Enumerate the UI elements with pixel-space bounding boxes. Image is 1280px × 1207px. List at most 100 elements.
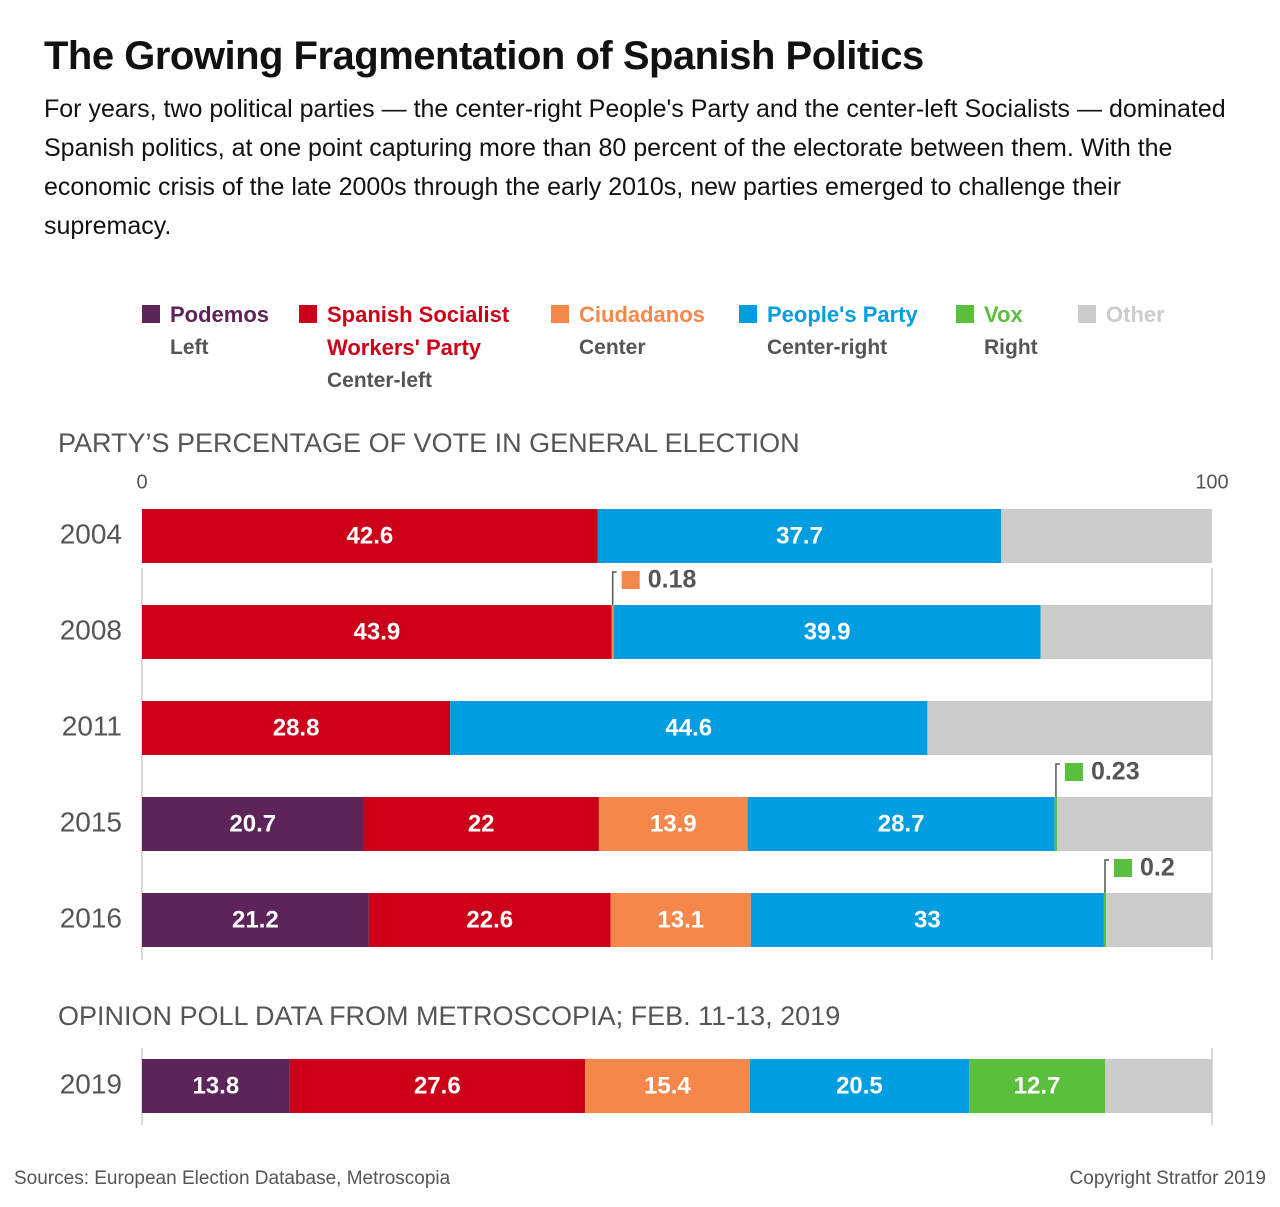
legend-swatch xyxy=(956,305,974,323)
bar-segment xyxy=(142,509,598,563)
data-label: 13.1 xyxy=(657,906,704,933)
legend-swatch xyxy=(142,305,160,323)
data-label: 20.5 xyxy=(836,1072,883,1099)
callout-line xyxy=(611,571,617,605)
bar-segment xyxy=(1054,797,1058,851)
legend-text: Podemos Left xyxy=(170,298,269,364)
legend-item: Podemos Left xyxy=(142,298,299,397)
bar-segment xyxy=(1105,1059,1212,1113)
legend-name: Ciudadanos xyxy=(579,302,705,327)
title: The Growing Fragmentation of Spanish Pol… xyxy=(44,34,924,78)
y-tick-label: 2019 xyxy=(60,1068,122,1099)
bar-segment xyxy=(613,605,1041,659)
data-label: 37.7 xyxy=(776,522,823,549)
source: Sources: European Election Database, Met… xyxy=(14,1168,451,1189)
legend-group: Center-left xyxy=(327,369,433,392)
data-label: 0.23 xyxy=(1091,758,1140,786)
data-label: 22 xyxy=(468,810,495,837)
callout-swatch xyxy=(1064,763,1083,781)
legend-name: People's Party xyxy=(767,302,918,327)
bar-segment xyxy=(611,605,614,659)
bar-segment xyxy=(750,893,1104,947)
legend-text: Ciudadanos Center xyxy=(579,298,705,364)
legend-swatch xyxy=(299,305,317,323)
bar-segment xyxy=(747,797,1055,851)
data-label: 0.18 xyxy=(648,566,697,594)
legend-text: Other xyxy=(1106,298,1165,331)
legend-group: Center xyxy=(579,336,646,359)
legend-group: Right xyxy=(984,336,1038,359)
legend-name: Spanish Socialist Workers' Party xyxy=(327,302,510,360)
callout-swatch xyxy=(621,571,640,589)
bar-segment xyxy=(598,797,748,851)
data-label: 43.9 xyxy=(354,618,401,645)
callout-swatch xyxy=(1114,859,1132,877)
bar-segment xyxy=(1103,893,1107,947)
bar-segment xyxy=(368,893,611,947)
x-tick-label: 0 xyxy=(136,471,147,493)
bar-segment xyxy=(142,605,612,659)
legend-name: Other xyxy=(1106,302,1165,327)
data-label: 0.2 xyxy=(1140,854,1175,882)
data-label: 44.6 xyxy=(665,714,712,741)
bar-segment xyxy=(597,509,1002,563)
bar-segment xyxy=(142,797,364,851)
y-tick-label: 2011 xyxy=(62,710,122,741)
bar-segment xyxy=(142,701,451,755)
data-label: 22.6 xyxy=(466,906,513,933)
bar-segment xyxy=(610,893,751,947)
bar-segment xyxy=(1057,797,1213,851)
bar-segment xyxy=(749,1059,970,1113)
legend-text: People's Party Center-right xyxy=(767,298,918,364)
y-tick-label: 2015 xyxy=(60,806,122,837)
legend-item: Vox Right xyxy=(956,298,1078,397)
legend-swatch xyxy=(739,305,757,323)
bar-segment xyxy=(289,1059,585,1113)
data-label: 42.6 xyxy=(347,522,394,549)
y-tick-label: 2008 xyxy=(60,614,122,645)
chart-subtitle: PARTY’S PERCENTAGE OF VOTE IN GENERAL EL… xyxy=(58,428,800,458)
bar-segment xyxy=(969,1059,1105,1113)
bar-segment xyxy=(142,893,369,947)
data-label: 28.7 xyxy=(878,810,925,837)
data-label: 13.9 xyxy=(650,810,697,837)
legend-text: Vox Right xyxy=(984,298,1038,364)
subtitle: For years, two political parties — the c… xyxy=(44,95,1226,240)
callout-line xyxy=(1055,763,1060,797)
legend-swatch xyxy=(551,305,569,323)
y-tick-label: 2004 xyxy=(60,518,122,549)
legend-item: People's Party Center-right xyxy=(739,298,956,397)
bar-segment xyxy=(450,701,928,755)
legend-item: Ciudadanos Center xyxy=(551,298,739,397)
bar-segment xyxy=(1106,893,1212,947)
legend-item: Other xyxy=(1078,298,1198,397)
legend-item: Spanish Socialist Workers' Party Center-l… xyxy=(299,298,551,397)
bar-segment xyxy=(927,701,1212,755)
data-label: 13.8 xyxy=(192,1072,239,1099)
legend-group: Left xyxy=(170,336,209,359)
bar-segment xyxy=(142,1059,290,1113)
x-tick-label: 100 xyxy=(1195,471,1228,493)
bar-segment xyxy=(584,1059,750,1113)
legend: Podemos Left Spanish Socialist Workers' Pa… xyxy=(142,298,1198,397)
data-label: 28.8 xyxy=(273,714,320,741)
bar-segment xyxy=(363,797,599,851)
legend-name: Vox xyxy=(984,302,1023,327)
data-label: 20.7 xyxy=(229,810,276,837)
legend-text: Spanish Socialist Workers' Party Center-l… xyxy=(327,298,532,397)
chart-subtitle: OPINION POLL DATA FROM METROSCOPIA; FEB.… xyxy=(58,1001,840,1031)
legend-swatch xyxy=(1078,305,1096,323)
data-label: 21.2 xyxy=(232,906,279,933)
data-label: 39.9 xyxy=(804,618,851,645)
copyright: Copyright Stratfor 2019 xyxy=(1069,1168,1266,1189)
bar-segment xyxy=(1001,509,1212,563)
callout-line xyxy=(1104,859,1109,893)
bar-segment xyxy=(1040,605,1212,659)
legend-name: Podemos xyxy=(170,302,270,327)
data-label: 33 xyxy=(914,906,941,933)
y-tick-label: 2016 xyxy=(60,902,122,933)
data-label: 15.4 xyxy=(644,1072,691,1099)
data-label: 27.6 xyxy=(414,1072,461,1099)
